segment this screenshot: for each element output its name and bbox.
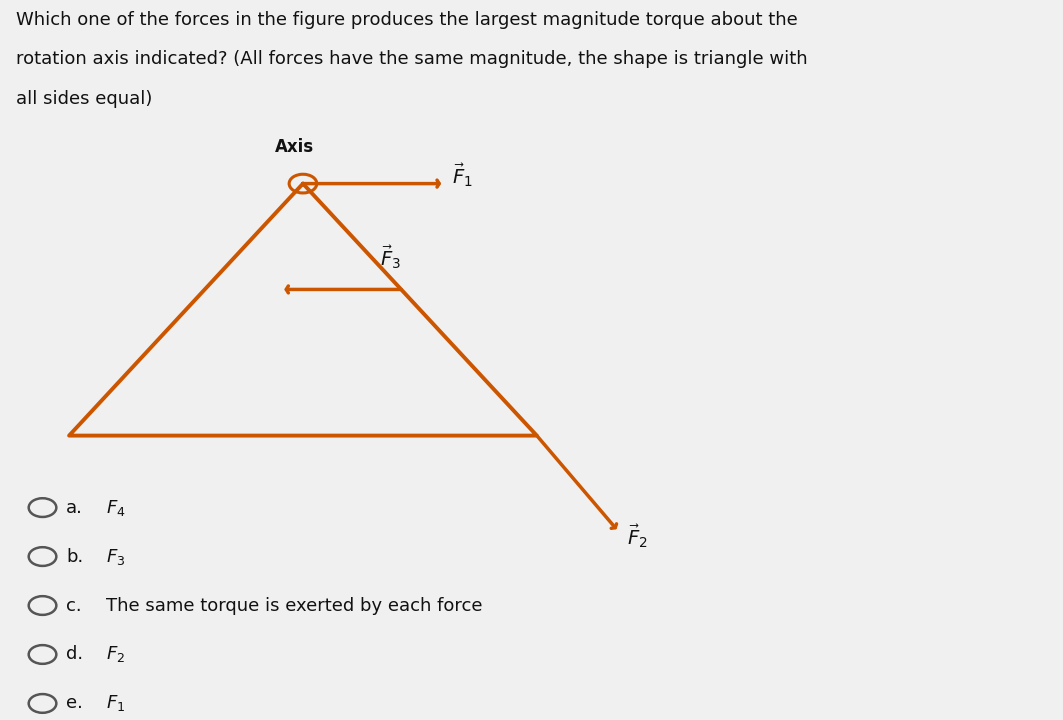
Text: The same torque is exerted by each force: The same torque is exerted by each force bbox=[106, 596, 483, 615]
Text: $F_3$: $F_3$ bbox=[106, 546, 125, 567]
Text: $F_4$: $F_4$ bbox=[106, 498, 125, 518]
Text: all sides equal): all sides equal) bbox=[16, 90, 152, 108]
Text: $\vec{F}_1$: $\vec{F}_1$ bbox=[452, 161, 473, 189]
Text: d.: d. bbox=[66, 646, 83, 664]
Text: rotation axis indicated? (All forces have the same magnitude, the shape is trian: rotation axis indicated? (All forces hav… bbox=[16, 50, 808, 68]
Text: $\vec{F}_2$: $\vec{F}_2$ bbox=[627, 522, 647, 549]
Text: b.: b. bbox=[66, 547, 83, 566]
Text: c.: c. bbox=[66, 596, 82, 615]
Text: $\vec{F}_3$: $\vec{F}_3$ bbox=[381, 244, 401, 271]
Text: e.: e. bbox=[66, 694, 83, 713]
Text: $F_1$: $F_1$ bbox=[106, 693, 125, 714]
Text: a.: a. bbox=[66, 498, 83, 517]
Text: Axis: Axis bbox=[275, 138, 314, 156]
Text: Which one of the forces in the figure produces the largest magnitude torque abou: Which one of the forces in the figure pr… bbox=[16, 11, 797, 29]
Text: $F_2$: $F_2$ bbox=[106, 644, 125, 665]
